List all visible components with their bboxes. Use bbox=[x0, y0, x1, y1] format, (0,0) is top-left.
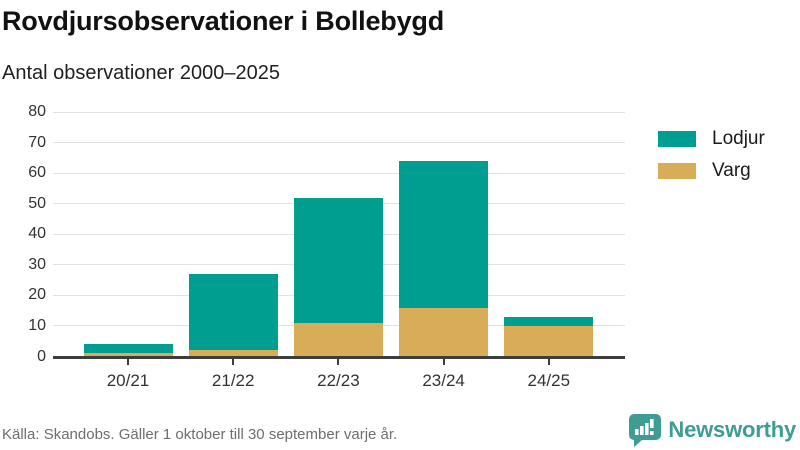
gridline-80 bbox=[53, 111, 625, 113]
brand-logo: Newsworthy bbox=[627, 413, 796, 447]
legend-label: Varg bbox=[712, 160, 751, 181]
x-tick-mark bbox=[337, 358, 340, 365]
gridline-60 bbox=[53, 172, 625, 174]
newsworthy-bubble-icon bbox=[629, 414, 662, 447]
legend-swatch-lodjur bbox=[658, 131, 696, 147]
gridline-70 bbox=[53, 142, 625, 144]
bar-segment-lodjur-21/22 bbox=[188, 273, 278, 351]
y-tick-label: 20 bbox=[28, 286, 46, 304]
legend: Lodjur Varg bbox=[658, 128, 765, 192]
source-note: Källa: Skandobs. Gäller 1 oktober till 3… bbox=[2, 426, 398, 443]
page-title: Rovdjursobservationer i Bollebygd bbox=[2, 6, 444, 36]
y-tick-label: 70 bbox=[28, 133, 46, 151]
bar-segment-lodjur-20/21 bbox=[83, 344, 173, 354]
y-tick-label: 10 bbox=[28, 316, 46, 334]
x-tick-label: 20/21 bbox=[106, 370, 150, 390]
chart-subtitle: Antal observationer 2000–2025 bbox=[2, 62, 280, 84]
legend-item-varg: Varg bbox=[658, 160, 765, 182]
y-tick-label: 0 bbox=[37, 347, 46, 365]
legend-item-lodjur: Lodjur bbox=[658, 128, 765, 150]
x-tick-label: 23/24 bbox=[422, 370, 465, 390]
bar-segment-varg-24/25 bbox=[504, 325, 594, 357]
legend-label: Lodjur bbox=[712, 128, 765, 149]
legend-swatch-varg bbox=[658, 163, 696, 179]
x-tick-mark bbox=[232, 358, 235, 365]
bar-segment-varg-22/23 bbox=[293, 322, 383, 357]
x-tick-mark bbox=[547, 358, 550, 365]
x-axis-line bbox=[53, 355, 625, 359]
y-tick-label: 40 bbox=[28, 225, 46, 243]
bar-segment-lodjur-24/25 bbox=[504, 316, 594, 326]
x-tick-label: 21/22 bbox=[211, 370, 255, 390]
bar-segment-lodjur-22/23 bbox=[293, 197, 383, 323]
x-tick-label: 22/23 bbox=[317, 370, 360, 390]
bar-segment-lodjur-23/24 bbox=[399, 160, 489, 308]
y-tick-label: 30 bbox=[28, 255, 46, 273]
bar-segment-varg-23/24 bbox=[399, 307, 489, 357]
brand-name: Newsworthy bbox=[668, 417, 796, 442]
y-tick-label: 50 bbox=[28, 194, 46, 212]
y-tick-label: 80 bbox=[28, 103, 46, 120]
y-tick-label: 60 bbox=[28, 164, 46, 182]
bar-segment-varg-21/22 bbox=[188, 350, 278, 357]
x-tick-label: 24/25 bbox=[527, 370, 571, 390]
x-tick-mark bbox=[127, 358, 129, 365]
x-tick-mark bbox=[442, 358, 445, 365]
bar-segment-varg-20/21 bbox=[83, 353, 173, 357]
